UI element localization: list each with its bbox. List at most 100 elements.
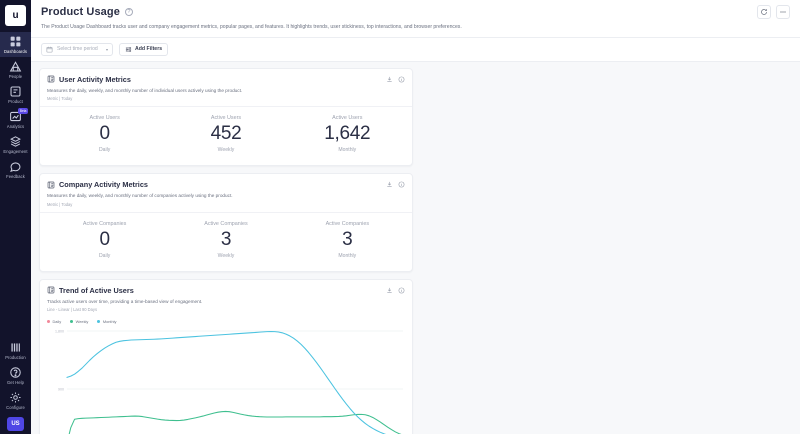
main-area: Product Usage ? The Product Usage D xyxy=(31,0,800,434)
metric-value: 3 xyxy=(220,228,232,250)
legend-item-monthly[interactable]: Monthly xyxy=(97,319,116,324)
card-description: Measures the daily, weekly, and monthly … xyxy=(47,193,233,198)
grid-icon xyxy=(9,35,22,48)
metric-block: Active Companies 3 Monthly xyxy=(292,221,402,259)
legend-color-dot xyxy=(97,320,101,323)
refresh-icon[interactable] xyxy=(757,5,771,19)
sidebar-item-label: Feedback xyxy=(6,174,25,179)
filter-bar: Select time period ▾ Add Filters xyxy=(31,37,800,62)
metric-label: Active Users xyxy=(332,115,363,121)
card-description: Measures the daily, weekly, and monthly … xyxy=(47,87,243,93)
download-icon[interactable] xyxy=(386,76,393,83)
metric-period: Daily xyxy=(98,147,111,153)
sidebar-item-dashboards[interactable]: Dashboards xyxy=(0,32,31,57)
feedback-icon xyxy=(9,160,22,173)
metric-list: Active Companies 0 Daily Active Companies 3 W… xyxy=(40,211,412,271)
page-title: Product Usage xyxy=(41,6,120,18)
card-title: Company Activity Metrics xyxy=(59,180,148,189)
legend-item-weekly[interactable]: Weekly xyxy=(70,319,88,324)
add-filters-button[interactable]: Add Filters xyxy=(119,40,169,58)
sidebar-item-get-help[interactable]: Get Help xyxy=(0,363,31,388)
svg-text:900: 900 xyxy=(58,388,64,392)
production-icon xyxy=(9,341,22,354)
sidebar-item-product[interactable]: Product xyxy=(0,82,31,107)
svg-text:1,800: 1,800 xyxy=(55,330,64,334)
metric-card-icon xyxy=(47,181,55,189)
metric-block: Active Users 1,642 Monthly xyxy=(292,115,402,153)
info-icon[interactable] xyxy=(398,76,405,83)
legend-color-dot xyxy=(70,320,74,323)
metric-label: Active Companies xyxy=(204,220,248,227)
legend-label: Daily xyxy=(52,319,62,324)
beta-badge: Beta xyxy=(18,108,28,114)
analytics-icon xyxy=(9,110,22,123)
sidebar-item-people[interactable]: People xyxy=(0,57,31,82)
metric-period: Daily xyxy=(98,252,111,259)
card-user-activity-metrics: User Activity Metrics Measures the dail xyxy=(39,67,413,166)
time-period-placeholder: Select time period xyxy=(57,46,98,52)
card-meta: Metric | Today xyxy=(47,96,73,101)
sidebar-item-analytics[interactable]: Beta Analytics xyxy=(0,107,31,132)
sidebar-bottom: Production Get Help Configure US xyxy=(0,338,31,431)
metric-label: Active Users xyxy=(89,115,120,121)
page-description: The Product Usage Dashboard tracks user … xyxy=(41,23,462,30)
legend-color-dot xyxy=(47,320,50,323)
metric-block: Active Users 452 Weekly xyxy=(171,115,281,153)
sidebar-item-production[interactable]: Production xyxy=(0,338,31,363)
legend-item-daily[interactable]: Daily xyxy=(47,319,61,324)
chart-card-icon xyxy=(47,286,55,294)
card-description: Tracks active users over time, providing… xyxy=(47,298,203,304)
chart-trend-users[interactable]: 1,8009000Nov 10, 2023Nov 27, 2023Dec 15,… xyxy=(40,325,412,434)
info-icon[interactable] xyxy=(398,181,405,188)
app-logo[interactable]: u xyxy=(5,5,26,26)
sidebar-item-engagement[interactable]: Engagement xyxy=(0,132,31,157)
legend-label: Weekly xyxy=(75,319,89,324)
title-row: Product Usage ? xyxy=(41,5,790,19)
metric-label: Active Companies xyxy=(82,220,127,227)
info-icon[interactable]: ? xyxy=(124,8,133,16)
download-icon[interactable] xyxy=(386,287,393,294)
metric-value: 0 xyxy=(99,228,111,250)
card-meta: Line - Linear | Last 90 Days xyxy=(47,307,97,312)
info-icon[interactable] xyxy=(398,287,405,294)
card-trend-of-active-users: Trend of Active Users Tracks active use xyxy=(39,278,413,434)
card-grid: User Activity Metrics Measures the dail xyxy=(39,67,792,434)
card-header: User Activity Metrics Measures the dail xyxy=(40,69,412,107)
product-icon xyxy=(9,85,22,98)
sidebar-item-label: Analytics xyxy=(6,124,25,129)
metric-period: Weekly xyxy=(217,147,235,153)
sidebar-item-label: Production xyxy=(5,355,26,360)
metric-value: 452 xyxy=(210,123,242,144)
sidebar-item-label: Engagement xyxy=(3,149,28,154)
metric-label: Active Users xyxy=(210,115,242,121)
avatar[interactable]: US xyxy=(7,417,24,431)
time-period-select[interactable]: Select time period ▾ xyxy=(41,42,113,56)
metric-value: 1,642 xyxy=(324,123,371,144)
card-company-activity-metrics: Company Activity Metrics Measures the d xyxy=(39,173,413,272)
chevron-down-icon: ▾ xyxy=(105,46,108,52)
metric-block: Active Users 0 Daily xyxy=(50,115,160,153)
engagement-icon xyxy=(9,135,22,148)
metric-block: Active Companies 0 Daily xyxy=(50,221,160,259)
card-title: Trend of Active Users xyxy=(59,285,134,295)
sidebar-item-label: People xyxy=(8,74,23,79)
card-header: Company Activity Metrics Measures the d xyxy=(40,174,412,212)
sidebar-item-label: Get Help xyxy=(7,380,24,385)
download-icon[interactable] xyxy=(386,181,393,188)
dashboard-content: User Activity Metrics Measures the dail xyxy=(31,62,800,434)
page-header: Product Usage ? The Product Usage D xyxy=(31,0,800,38)
filter-icon xyxy=(125,40,132,58)
metric-period: Weekly xyxy=(217,252,235,259)
sidebar-item-label: Dashboards xyxy=(3,49,28,54)
sidebar-item-feedback[interactable]: Feedback xyxy=(0,157,31,182)
metric-value: 0 xyxy=(99,123,111,144)
legend-label: Monthly xyxy=(102,319,117,324)
sidebar-item-configure[interactable]: Configure xyxy=(0,388,31,413)
header-actions xyxy=(757,5,790,19)
metric-value: 3 xyxy=(342,228,353,250)
sidebar-item-label: Product xyxy=(8,99,23,104)
metric-period: Monthly xyxy=(338,147,357,153)
more-options-icon[interactable] xyxy=(776,5,790,19)
metric-block: Active Companies 3 Weekly xyxy=(171,221,281,259)
